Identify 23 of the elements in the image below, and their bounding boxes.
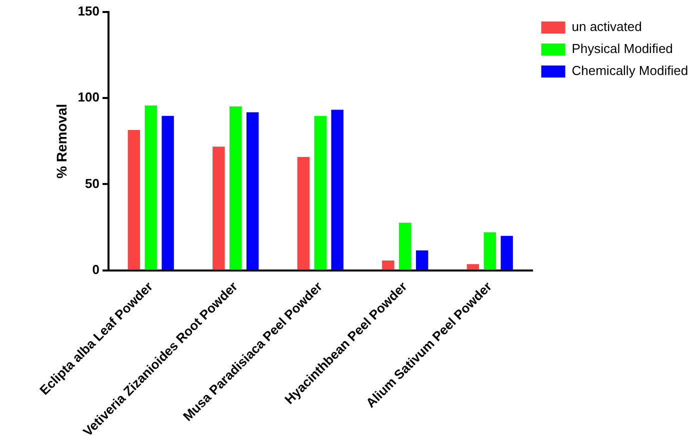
bar — [314, 116, 326, 270]
legend-label: Physical Modified — [572, 41, 673, 56]
legend-label: un activated — [572, 19, 642, 34]
legend-label: Chemically Modified — [572, 63, 688, 78]
bar — [484, 232, 496, 270]
y-axis-title: % Removal — [53, 104, 70, 178]
bar — [128, 130, 140, 270]
bar — [500, 236, 513, 270]
bar — [246, 112, 259, 270]
bar — [382, 260, 394, 270]
y-tick-label: 0 — [92, 262, 100, 277]
bar — [297, 156, 310, 270]
y-tick-label: 150 — [78, 4, 100, 19]
y-tick-label: 100 — [78, 90, 100, 105]
bar — [331, 110, 344, 270]
bar — [212, 146, 225, 270]
bar — [144, 106, 157, 270]
bar — [399, 222, 412, 270]
bar — [162, 116, 174, 270]
y-tick-label: 50 — [85, 176, 100, 191]
bar — [466, 264, 480, 270]
bar — [230, 106, 242, 270]
bar — [416, 250, 428, 270]
